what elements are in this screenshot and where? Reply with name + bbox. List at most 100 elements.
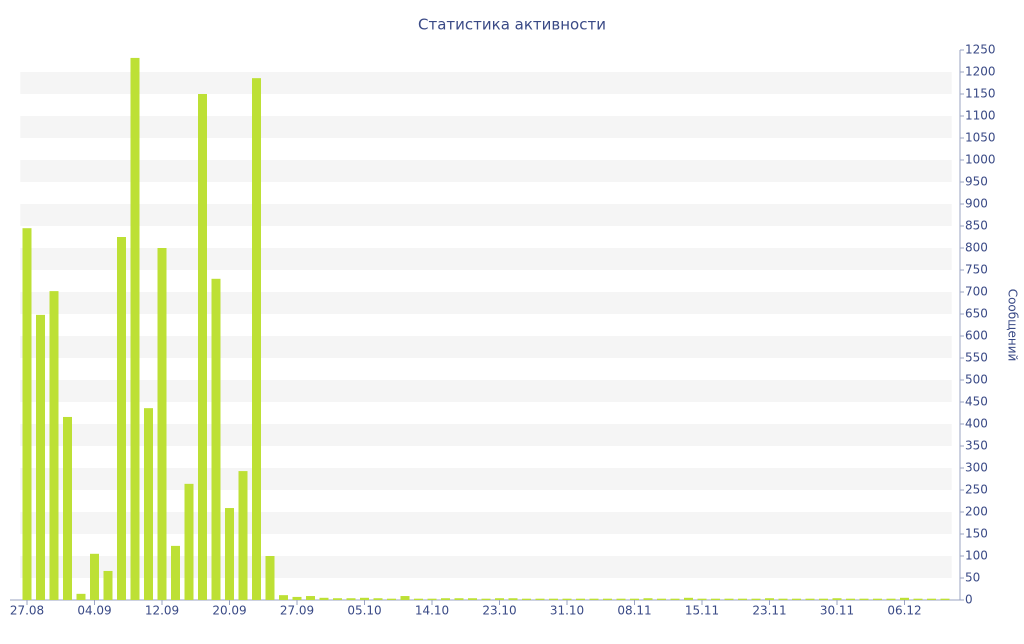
bar (414, 598, 423, 600)
grid-band (20, 204, 952, 226)
bar (252, 78, 261, 600)
bar (22, 228, 32, 600)
bar (805, 598, 815, 600)
bar (724, 598, 734, 600)
x-tick-label: 27.09 (280, 604, 314, 618)
bar (454, 598, 464, 600)
bar (373, 598, 383, 600)
x-tick-label: 15.11 (685, 604, 719, 618)
x-tick-label: 12.09 (145, 604, 179, 618)
bar (319, 597, 329, 600)
y-tick-label: 700 (965, 285, 988, 299)
bar (549, 598, 558, 600)
y-tick-label: 1200 (965, 65, 996, 79)
y-tick-label: 50 (965, 571, 980, 585)
y-tick-label: 650 (965, 307, 988, 321)
bar (225, 508, 234, 600)
bar (387, 598, 396, 600)
y-tick-label: 450 (965, 395, 988, 409)
y-tick-label: 0 (965, 593, 973, 607)
x-tick-label: 20.09 (212, 604, 246, 618)
bar (643, 598, 653, 600)
bar (670, 598, 680, 600)
bar (738, 598, 747, 600)
bar (117, 237, 126, 600)
x-tick-label: 04.09 (77, 604, 111, 618)
bar (481, 598, 491, 600)
y-tick-label: 1150 (965, 87, 996, 101)
bar (846, 598, 855, 600)
grid-band (20, 160, 952, 182)
bar (346, 598, 356, 600)
bar (198, 94, 207, 600)
x-tick-label: 06.12 (887, 604, 921, 618)
bar (900, 597, 909, 600)
y-tick-label: 750 (965, 263, 988, 277)
y-tick-label: 350 (965, 439, 988, 453)
grid-band (20, 116, 952, 138)
bar (589, 598, 599, 600)
bar (792, 598, 801, 600)
y-tick-label: 950 (965, 175, 988, 189)
y-tick-label: 850 (965, 219, 988, 233)
bar (171, 545, 180, 600)
bar (657, 598, 666, 600)
bar (859, 598, 869, 600)
bar (940, 598, 950, 600)
x-tick-label: 27.08 (10, 604, 44, 618)
x-tick-label: 31.10 (550, 604, 584, 618)
bar (238, 471, 248, 600)
bar (522, 598, 531, 600)
bar (63, 416, 72, 600)
y-tick-label: 100 (965, 549, 988, 563)
bar (832, 598, 842, 600)
y-tick-label: 900 (965, 197, 988, 211)
bar (76, 593, 86, 600)
bar (711, 598, 720, 600)
y-tick-label: 600 (965, 329, 988, 343)
bar (333, 598, 342, 600)
bar (427, 598, 437, 600)
x-tick-label: 23.10 (482, 604, 516, 618)
bar (576, 598, 585, 600)
bar (927, 598, 936, 600)
y-tick-label: 150 (965, 527, 988, 541)
bar (306, 596, 315, 600)
y-tick-label: 1050 (965, 131, 996, 145)
bar (684, 597, 693, 600)
bar (360, 597, 369, 600)
bar (778, 598, 788, 600)
bar (468, 598, 477, 600)
y-axis-title: Сообщений (1006, 289, 1020, 362)
bar (184, 483, 194, 600)
chart-title: Статистика активности (418, 16, 606, 34)
x-tick-label: 14.10 (415, 604, 449, 618)
x-tick-label: 30.11 (820, 604, 854, 618)
bar (508, 598, 518, 600)
bar (279, 595, 288, 600)
bar (36, 314, 45, 600)
bar (292, 596, 302, 600)
bar (535, 598, 545, 600)
bar (913, 598, 923, 600)
bar (751, 598, 761, 600)
y-tick-label: 550 (965, 351, 988, 365)
bar (697, 598, 707, 600)
bar (441, 598, 450, 600)
grid-band (20, 72, 952, 94)
bar (603, 598, 612, 600)
y-tick-label: 200 (965, 505, 988, 519)
x-tick-label: 05.10 (347, 604, 381, 618)
x-tick-label: 23.11 (752, 604, 786, 618)
bar (630, 598, 639, 600)
y-tick-label: 400 (965, 417, 988, 431)
bar (144, 408, 153, 600)
bar (616, 598, 626, 600)
x-tick-label: 08.11 (617, 604, 651, 618)
y-tick-label: 1100 (965, 109, 996, 123)
y-tick-label: 500 (965, 373, 988, 387)
bar (562, 598, 572, 600)
bar (400, 596, 410, 600)
bar (765, 598, 774, 600)
